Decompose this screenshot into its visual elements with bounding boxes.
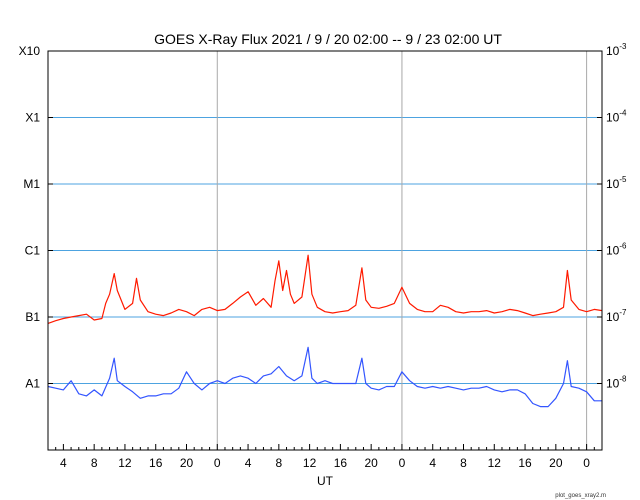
y-right-tick-label: 10-3 xyxy=(606,42,627,58)
x-tick-label: 4 xyxy=(60,456,67,470)
x-tick-label: 12 xyxy=(488,456,502,470)
x-tick-label: 0 xyxy=(399,456,406,470)
chart-title: GOES X-Ray Flux 2021 / 9 / 20 02:00 -- 9… xyxy=(154,31,502,47)
x-axis: 4 8 12 16 20 0 4 8 12 16 20 0 4 8 12 16 20 0 xyxy=(47,444,603,470)
x-tick-label: 8 xyxy=(91,456,98,470)
y-right-tick-label: 10-6 xyxy=(606,242,627,258)
credit-label: plot_goes_xray2.m xyxy=(555,493,606,499)
x-tick-label: 20 xyxy=(549,456,563,470)
y-left-tick-label: B1 xyxy=(25,310,40,324)
x-tick-label: 0 xyxy=(583,456,590,470)
y-left-tick-label: A1 xyxy=(25,377,40,391)
x-tick-label: 8 xyxy=(460,456,467,470)
y-right-tick-label: 10-7 xyxy=(606,308,627,324)
y-right-tick-label: 10-4 xyxy=(606,109,627,125)
x-tick-label: 12 xyxy=(118,456,132,470)
x-tick-label: 20 xyxy=(180,456,194,470)
x-tick-label: 16 xyxy=(149,456,163,470)
y-left-tick-label: X1 xyxy=(25,111,40,125)
y-left-tick-label: X10 xyxy=(19,44,41,58)
x-tick-label: 4 xyxy=(245,456,252,470)
y-axis-left: X10 X1 M1 C1 B1 A1 xyxy=(19,44,53,391)
series-group xyxy=(47,254,603,408)
y-left-tick-label: C1 xyxy=(25,244,41,258)
x-tick-label: 16 xyxy=(334,456,348,470)
y-right-tick-label: 10-5 xyxy=(606,175,627,191)
x-tick-label: 20 xyxy=(364,456,378,470)
x-tick-label: 8 xyxy=(275,456,282,470)
x-axis-label: UT xyxy=(317,474,334,488)
y-right-tick-label: 10-8 xyxy=(606,375,627,391)
grid xyxy=(48,50,602,450)
y-left-tick-label: M1 xyxy=(23,177,40,191)
series-short-channel xyxy=(47,346,602,408)
x-tick-label: 12 xyxy=(303,456,317,470)
x-tick-label: 0 xyxy=(214,456,221,470)
series-long-channel xyxy=(47,254,603,324)
x-tick-label: 4 xyxy=(429,456,436,470)
y-axis-right: 10-3 10-4 10-5 10-6 10-7 10-8 xyxy=(597,42,627,391)
x-tick-label: 16 xyxy=(518,456,532,470)
